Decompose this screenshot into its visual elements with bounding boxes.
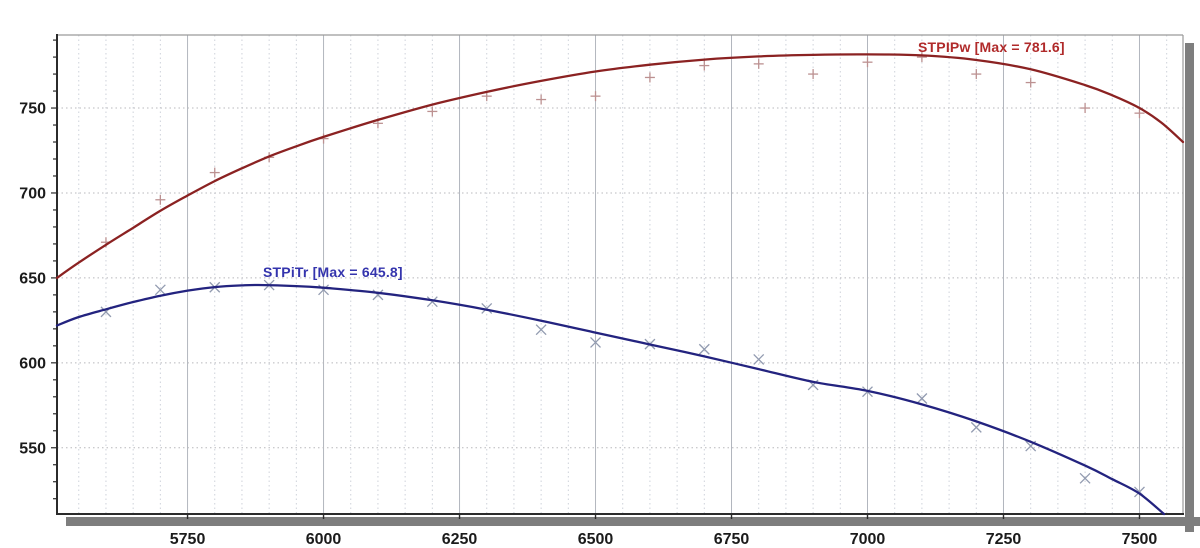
y-tick-label: 750 — [19, 101, 46, 118]
data-point-marker — [535, 324, 547, 336]
y-tick-label: 700 — [19, 185, 46, 202]
x-tick-label: 7500 — [1122, 531, 1158, 548]
data-point-marker — [590, 336, 601, 348]
data-point-marker — [154, 284, 166, 296]
data-point-marker — [970, 421, 982, 433]
y-tick-label: 650 — [19, 270, 46, 287]
stpitr-markers — [100, 279, 1145, 498]
stpitr-curve — [55, 283, 1166, 516]
x-tick-label: 6250 — [442, 531, 478, 548]
data-point-marker — [372, 289, 384, 301]
frame-shadow-right — [1185, 43, 1194, 532]
frame-shadow-bottom — [66, 517, 1200, 526]
stpipw-curve — [55, 53, 1185, 280]
data-point-marker — [426, 296, 438, 308]
x-tick-label: 7000 — [850, 531, 886, 548]
stpipw-series-label: STPIPw [Max = 781.6] — [918, 39, 1065, 55]
data-point-marker — [1134, 486, 1145, 498]
data-point-marker — [916, 393, 928, 404]
data-point-marker — [753, 353, 765, 365]
y-tick-label: 600 — [19, 355, 46, 372]
stpitr-series-label: STPiTr [Max = 645.8] — [263, 264, 403, 280]
x-tick-label: 6000 — [306, 531, 342, 548]
data-point-marker — [698, 343, 710, 355]
x-tick-label: 6750 — [714, 531, 750, 548]
x-tick-label: 6500 — [578, 531, 614, 548]
y-tick-label: 550 — [19, 440, 46, 457]
x-tick-label: 5750 — [170, 531, 206, 548]
data-point-marker — [318, 284, 330, 296]
x-tick-label: 7250 — [986, 531, 1022, 548]
data-point-marker — [1079, 472, 1091, 484]
data-point-marker — [481, 303, 493, 314]
